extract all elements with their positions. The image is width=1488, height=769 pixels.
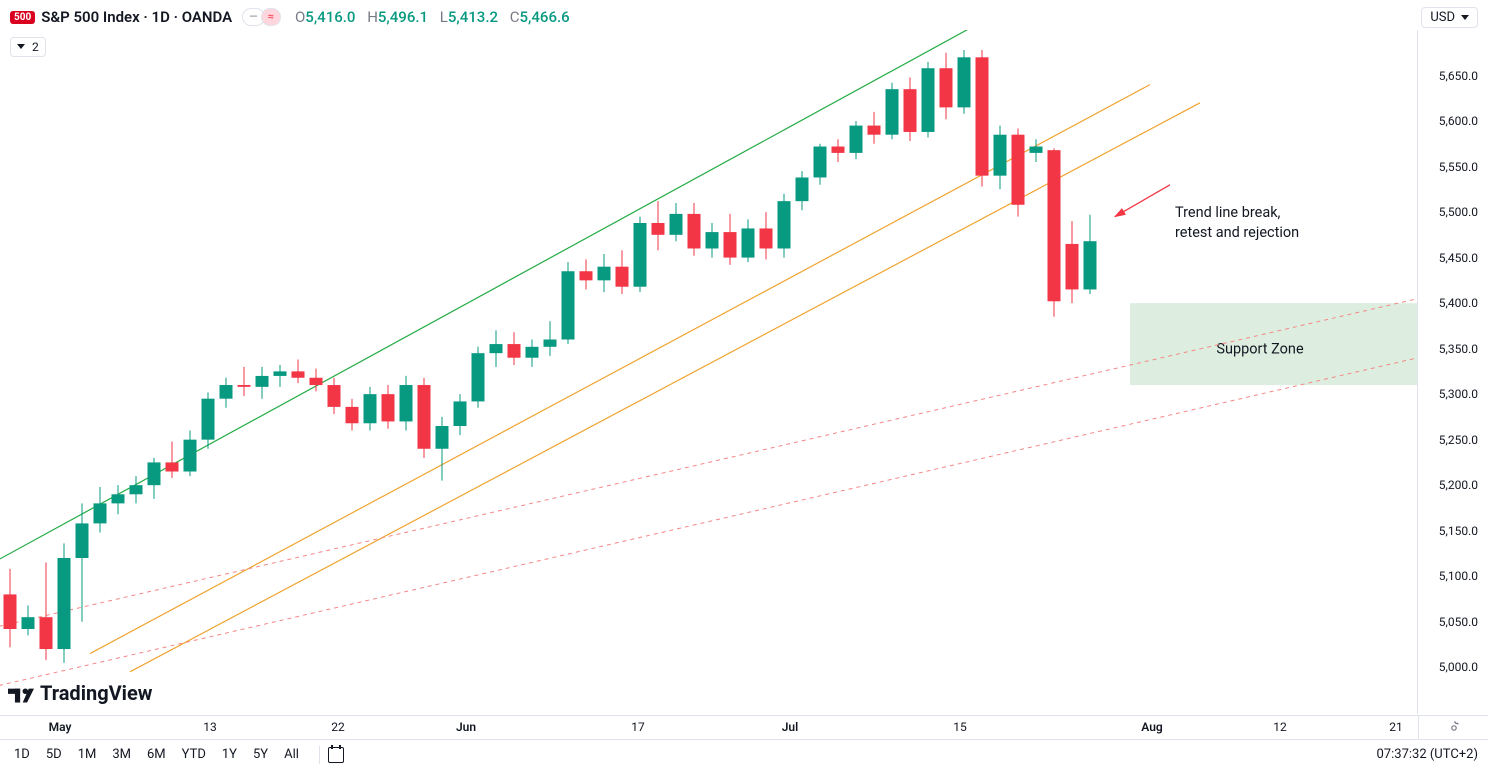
y-tick: 5,200.0	[1439, 478, 1478, 492]
x-tick: Jun	[456, 720, 476, 734]
footer-time[interactable]: 07:37:32 (UTC+2)	[1377, 747, 1479, 762]
x-tick: 22	[331, 720, 345, 734]
timeframe-1M[interactable]: 1M	[74, 745, 101, 764]
svg-text:Support Zone: Support Zone	[1216, 341, 1304, 358]
timeframe-5Y[interactable]: 5Y	[249, 745, 272, 764]
y-tick: 5,350.0	[1439, 342, 1478, 356]
y-tick: 5,450.0	[1439, 251, 1478, 265]
currency-selector[interactable]: USD	[1421, 7, 1478, 28]
x-tick: 17	[631, 720, 645, 734]
gear-icon	[1446, 720, 1462, 736]
tv-logo-icon	[8, 683, 34, 703]
ohlc-display: O5,416.0 H5,496.1 L5,413.2 C5,466.6	[287, 8, 570, 26]
timeframe-YTD[interactable]: YTD	[178, 745, 210, 764]
x-tick: 12	[1273, 720, 1287, 734]
timeframe-1Y[interactable]: 1Y	[218, 745, 241, 764]
axis-border	[1417, 30, 1418, 714]
x-tick: Aug	[1141, 720, 1162, 734]
timeframe-1D[interactable]: 1D	[10, 745, 34, 764]
y-tick: 5,150.0	[1439, 524, 1478, 538]
header-pills: — ≈	[242, 8, 281, 26]
timeframe-6M[interactable]: 6M	[143, 745, 170, 764]
y-tick: 5,550.0	[1439, 160, 1478, 174]
y-tick: 5,400.0	[1439, 296, 1478, 310]
chevron-down-icon	[1461, 15, 1469, 20]
y-tick: 5,500.0	[1439, 205, 1478, 219]
x-tick: 21	[1389, 720, 1403, 734]
time-axis[interactable]: May 13 22 Jun 17 Jul 15 Aug 12 21	[0, 715, 1418, 739]
price-axis[interactable]: 5,000.0 5,050.0 5,100.0 5,150.0 5,200.0 5,250…	[1418, 30, 1488, 690]
x-tick: May	[49, 720, 72, 734]
symbol-title[interactable]: S&P 500 Index · 1D · OANDA	[41, 8, 232, 26]
chart-plot-area[interactable]: Support Zone	[0, 30, 1418, 720]
x-tick: Jul	[782, 720, 799, 734]
chart-footer: 1D 5D 1M 3M 6M YTD 1Y 5Y All 07:37:32 (UTC+2)	[0, 739, 1488, 769]
y-tick: 5,000.0	[1439, 660, 1478, 674]
x-tick: 15	[953, 720, 967, 734]
y-tick: 5,600.0	[1439, 114, 1478, 128]
calendar-icon[interactable]	[328, 747, 344, 763]
tradingview-logo: TradingView	[8, 681, 152, 705]
y-tick: 5,100.0	[1439, 569, 1478, 583]
divider	[319, 746, 320, 764]
y-tick: 5,300.0	[1439, 387, 1478, 401]
symbol-badge: 500	[10, 11, 35, 24]
timeframe-buttons: 1D 5D 1M 3M 6M YTD 1Y 5Y All	[10, 747, 311, 762]
x-tick: 13	[203, 720, 217, 734]
timeframe-3M[interactable]: 3M	[108, 745, 135, 764]
pill-approx[interactable]: ≈	[261, 8, 281, 26]
timeframe-All[interactable]: All	[280, 745, 303, 764]
y-tick: 5,650.0	[1439, 69, 1478, 83]
chart-header: 500 S&P 500 Index · 1D · OANDA — ≈ O5,41…	[0, 0, 1488, 30]
chart-svg: Support Zone	[0, 30, 1418, 690]
y-tick: 5,250.0	[1439, 433, 1478, 447]
axis-settings-button[interactable]	[1418, 715, 1488, 739]
timeframe-5D[interactable]: 5D	[42, 745, 66, 764]
chart-annotation: Trend line break, retest and rejection	[1175, 203, 1299, 242]
y-tick: 5,050.0	[1439, 615, 1478, 629]
